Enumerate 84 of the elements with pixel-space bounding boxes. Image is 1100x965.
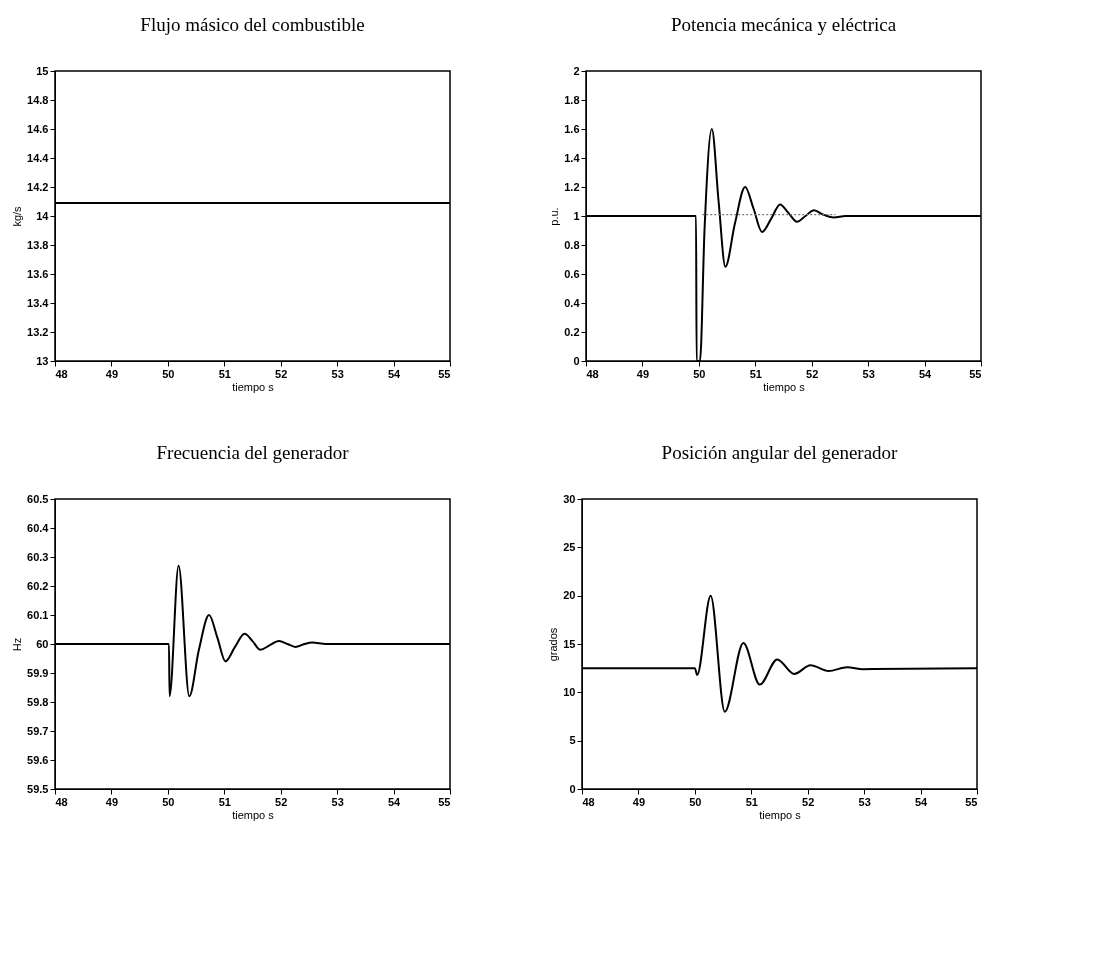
x-tick-label: 48 (586, 367, 599, 380)
x-tick-label: 50 (689, 795, 702, 808)
x-tick-label: 50 (162, 795, 175, 808)
x-tick-label: 53 (331, 795, 344, 808)
y-tick-label: 59.9 (27, 666, 49, 679)
x-tick-label: 49 (636, 367, 650, 380)
x-tick-label: 55 (438, 367, 451, 380)
x-tick-label: 48 (55, 367, 68, 380)
y-tick-label: 59.8 (27, 695, 49, 708)
y-tick-label: 5 (569, 734, 576, 747)
x-tick-label: 53 (331, 367, 344, 380)
y-tick-label: 13.8 (27, 238, 49, 251)
x-tick-label: 52 (802, 795, 815, 808)
x-tick-label: 49 (105, 367, 119, 380)
y-tick-label: 20 (563, 589, 576, 602)
y-tick-label: 0 (569, 782, 576, 795)
y-tick-label: 60.4 (27, 521, 50, 534)
x-tick-label: 51 (745, 795, 758, 808)
y-tick-label: 25 (563, 540, 576, 553)
x-axis-title: tiempo s (232, 380, 275, 393)
y-tick-label: 59.7 (27, 724, 49, 737)
y-tick-label: 15 (563, 637, 576, 650)
x-tick-label: 53 (862, 367, 875, 380)
y-tick-label: 1.2 (564, 180, 580, 193)
chart-title: Frecuencia del generador (156, 442, 350, 463)
y-tick-label: 14.6 (27, 122, 49, 135)
x-tick-label: 52 (275, 795, 288, 808)
x-tick-label: 54 (914, 795, 929, 808)
y-tick-label: 13.2 (27, 325, 49, 338)
x-tick-label: 51 (218, 795, 231, 808)
y-axis-title: kg/s (11, 205, 24, 227)
x-tick-label: 49 (632, 795, 646, 808)
x-tick-label: 48 (582, 795, 595, 808)
y-tick-label: 60.1 (27, 608, 49, 621)
y-tick-label: 13.6 (27, 267, 49, 280)
y-tick-label: 1.8 (564, 93, 580, 106)
y-tick-label: 14 (36, 209, 50, 222)
y-axis-title: Hz (11, 637, 24, 652)
x-tick-label: 54 (387, 795, 402, 808)
x-tick-label: 49 (105, 795, 119, 808)
x-tick-label: 54 (918, 367, 933, 380)
x-tick-label: 50 (693, 367, 706, 380)
x-tick-label: 51 (749, 367, 762, 380)
y-tick-label: 13 (36, 354, 49, 367)
y-tick-label: 14.4 (27, 151, 50, 164)
y-tick-label: 1 (573, 209, 580, 222)
x-tick-label: 52 (275, 367, 288, 380)
y-tick-label: 10 (563, 685, 576, 698)
y-tick-label: 59.6 (27, 753, 49, 766)
x-tick-label: 48 (55, 795, 68, 808)
y-tick-label: 59.5 (27, 782, 49, 795)
y-tick-label: 0.8 (564, 238, 580, 251)
x-axis-title: tiempo s (763, 380, 806, 393)
x-axis-title: tiempo s (759, 808, 802, 821)
y-tick-label: 14.8 (27, 93, 49, 106)
x-tick-label: 54 (387, 367, 402, 380)
chart-title: Posición angular del generador (661, 442, 899, 463)
x-axis-title: tiempo s (232, 808, 275, 821)
x-tick-label: 53 (858, 795, 871, 808)
x-tick-label: 55 (438, 795, 451, 808)
y-tick-label: 60.5 (27, 492, 49, 505)
y-tick-label: 0.4 (564, 296, 581, 309)
y-tick-label: 0 (573, 354, 580, 367)
y-tick-label: 13.4 (27, 296, 50, 309)
y-tick-label: 0.2 (564, 325, 580, 338)
y-axis-title: p.u. (548, 207, 561, 226)
y-tick-label: 15 (36, 64, 49, 77)
y-tick-label: 1.6 (564, 122, 580, 135)
y-tick-label: 0.6 (564, 267, 580, 280)
y-tick-label: 1.4 (564, 151, 581, 164)
x-tick-label: 52 (806, 367, 819, 380)
y-tick-label: 14.2 (27, 180, 49, 193)
y-tick-label: 2 (573, 64, 580, 77)
x-tick-label: 50 (162, 367, 175, 380)
x-tick-label: 55 (969, 367, 982, 380)
x-tick-label: 51 (218, 367, 231, 380)
y-tick-label: 60 (36, 637, 49, 650)
y-tick-label: 30 (563, 492, 576, 505)
y-axis-title: grados (547, 627, 560, 662)
y-tick-label: 60.2 (27, 579, 49, 592)
x-tick-label: 55 (965, 795, 978, 808)
chart-title: Potencia mecánica y eléctrica (670, 14, 897, 35)
chart-title: Flujo másico del combustible (140, 14, 365, 35)
y-tick-label: 60.3 (27, 550, 49, 563)
